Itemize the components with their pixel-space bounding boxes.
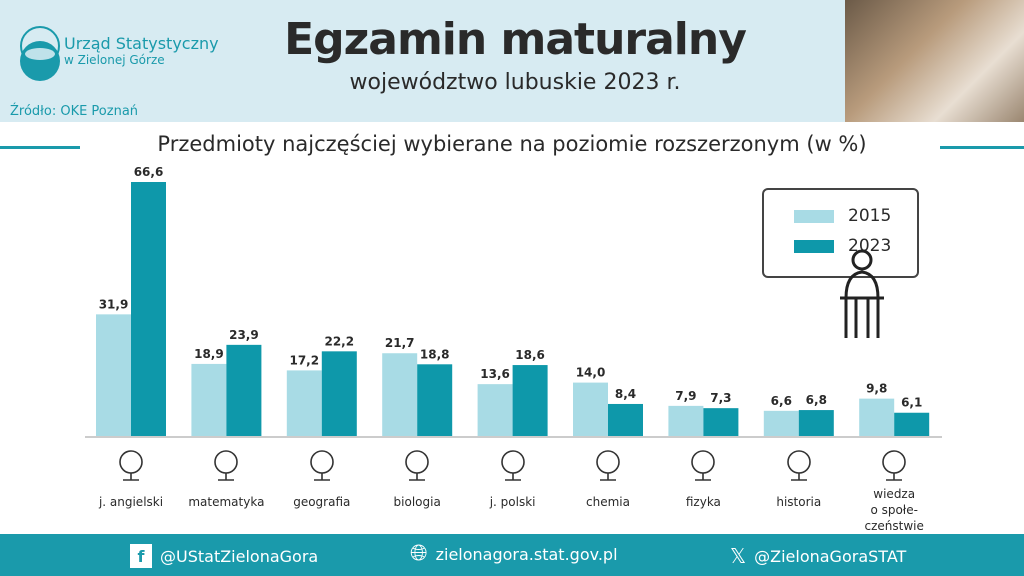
value-label-2023-1: 23,9: [229, 328, 259, 342]
value-label-2015-0: 31,9: [99, 297, 129, 311]
legend-swatch-2023: [794, 239, 834, 253]
students-photo: [845, 0, 1024, 122]
category-label-line: biologia: [393, 495, 441, 509]
page-subtitle: województwo lubuskie 2023 r.: [349, 70, 681, 95]
value-label-2015-8: 9,8: [866, 382, 887, 396]
legend-swatch-2015: [794, 209, 834, 223]
speech-bubbles-hello-hi-icon: [111, 444, 151, 484]
value-label-2015-3: 21,7: [385, 336, 415, 350]
value-label-2023-8: 6,1: [901, 396, 922, 410]
bar-2023-5: [608, 403, 643, 436]
atom-icon: [683, 444, 723, 484]
value-label-2015-6: 7,9: [675, 389, 696, 403]
category-label-line: wiedza: [873, 487, 916, 501]
x-link[interactable]: 𝕏 @ZielonaGoraSTAT: [730, 544, 906, 568]
facebook-handle: @UStatZielonaGora: [160, 546, 319, 566]
category-label: matematyka: [178, 494, 274, 510]
category-label: biologia: [369, 494, 465, 510]
bar-2023-3: [417, 364, 453, 436]
value-label-2023-5: 8,4: [615, 387, 636, 401]
page-title: Egzamin maturalny: [284, 14, 747, 65]
chart-title: Przedmioty najczęściej wybierane na pozi…: [147, 132, 877, 156]
category-label: fizyka: [655, 494, 751, 510]
bar-2015-0: [96, 314, 131, 436]
org-name-line1: Urząd Statystyczny: [64, 34, 219, 53]
bar-2023-6: [703, 408, 739, 436]
flask-icon: [588, 444, 628, 484]
bar-2015-3: [382, 353, 418, 436]
category-label-line: czeństwie: [864, 519, 924, 533]
globe-icon: [302, 444, 342, 484]
value-label-2023-0: 66,6: [134, 165, 164, 179]
geometry-tools-icon: [206, 444, 246, 484]
divider-right: [940, 146, 1024, 149]
value-label-2023-7: 6,8: [806, 393, 827, 407]
category-label-line: historia: [776, 495, 822, 509]
category-label: j. polski: [465, 494, 561, 510]
legend-label-2015: 2015: [848, 206, 892, 226]
bar-2015-7: [763, 410, 799, 436]
source-note: Źródło: OKE Poznań: [10, 104, 139, 119]
value-label-2015-2: 17,2: [289, 353, 319, 367]
value-label-2023-2: 22,2: [324, 334, 354, 348]
org-name: Urząd Statystyczny w Zielonej Górze: [64, 34, 219, 67]
bust-column-icon: [779, 444, 819, 484]
bar-2023-7: [798, 410, 834, 436]
website-url: zielonagora.stat.gov.pl: [435, 544, 618, 564]
value-label-2023-3: 18,8: [420, 347, 450, 361]
people-magnifier-icon: [874, 444, 914, 484]
bar-2023-4: [512, 365, 548, 436]
bar-2015-4: [477, 384, 513, 436]
bar-2023-0: [131, 182, 166, 436]
value-label-2015-5: 14,0: [576, 366, 606, 380]
category-label-line: matematyka: [188, 495, 265, 509]
bar-2015-1: [191, 363, 227, 436]
x-handle: @ZielonaGoraSTAT: [754, 546, 907, 566]
category-label-line: j. polski: [489, 495, 536, 509]
chart-title-bar: Przedmioty najczęściej wybierane na pozi…: [0, 132, 1024, 162]
footer: f @UStatZielonaGora 🌐︎ zielonagora.stat.go…: [0, 534, 1024, 576]
website-link[interactable]: 🌐︎ zielonagora.stat.gov.pl: [410, 541, 618, 566]
globe-icon: 🌐︎: [410, 541, 428, 566]
category-label-line: o społe-: [870, 503, 918, 517]
bar-2015-8: [859, 398, 895, 436]
student-desk-icon: [840, 249, 884, 338]
bar-2023-2: [321, 351, 357, 436]
category-label: geografia: [274, 494, 370, 510]
category-label-line: chemia: [586, 495, 630, 509]
value-label-2023-4: 18,6: [515, 348, 545, 362]
books-icon: [493, 444, 533, 484]
category-label: wiedza o społe-czeństwie: [846, 486, 942, 534]
bar-2015-6: [668, 405, 704, 436]
category-label-line: geografia: [293, 495, 351, 509]
value-label-2015-7: 6,6: [771, 394, 792, 408]
bar-2023-1: [226, 344, 262, 436]
bar-2015-2: [286, 370, 322, 436]
category-label: historia: [751, 494, 847, 510]
value-label-2015-4: 13,6: [480, 367, 510, 381]
microscope-icon: [397, 444, 437, 484]
value-label-2015-1: 18,9: [194, 347, 224, 361]
bar-2023-8: [894, 412, 930, 436]
x-logo-icon: 𝕏: [730, 544, 747, 568]
category-label-line: fizyka: [685, 495, 721, 509]
logo-icon: [20, 26, 60, 81]
bar-2015-5: [573, 382, 608, 436]
facebook-link[interactable]: f @UStatZielonaGora: [130, 544, 318, 568]
value-label-2023-6: 7,3: [710, 391, 731, 405]
legend: 2015 2023: [762, 188, 919, 278]
org-name-line2: w Zielonej Górze: [64, 53, 165, 67]
category-label: chemia: [560, 494, 656, 510]
category-label-line: j. angielski: [98, 495, 164, 509]
divider-left: [0, 146, 80, 149]
category-label: j. angielski: [83, 494, 179, 510]
facebook-icon: f: [130, 544, 152, 568]
